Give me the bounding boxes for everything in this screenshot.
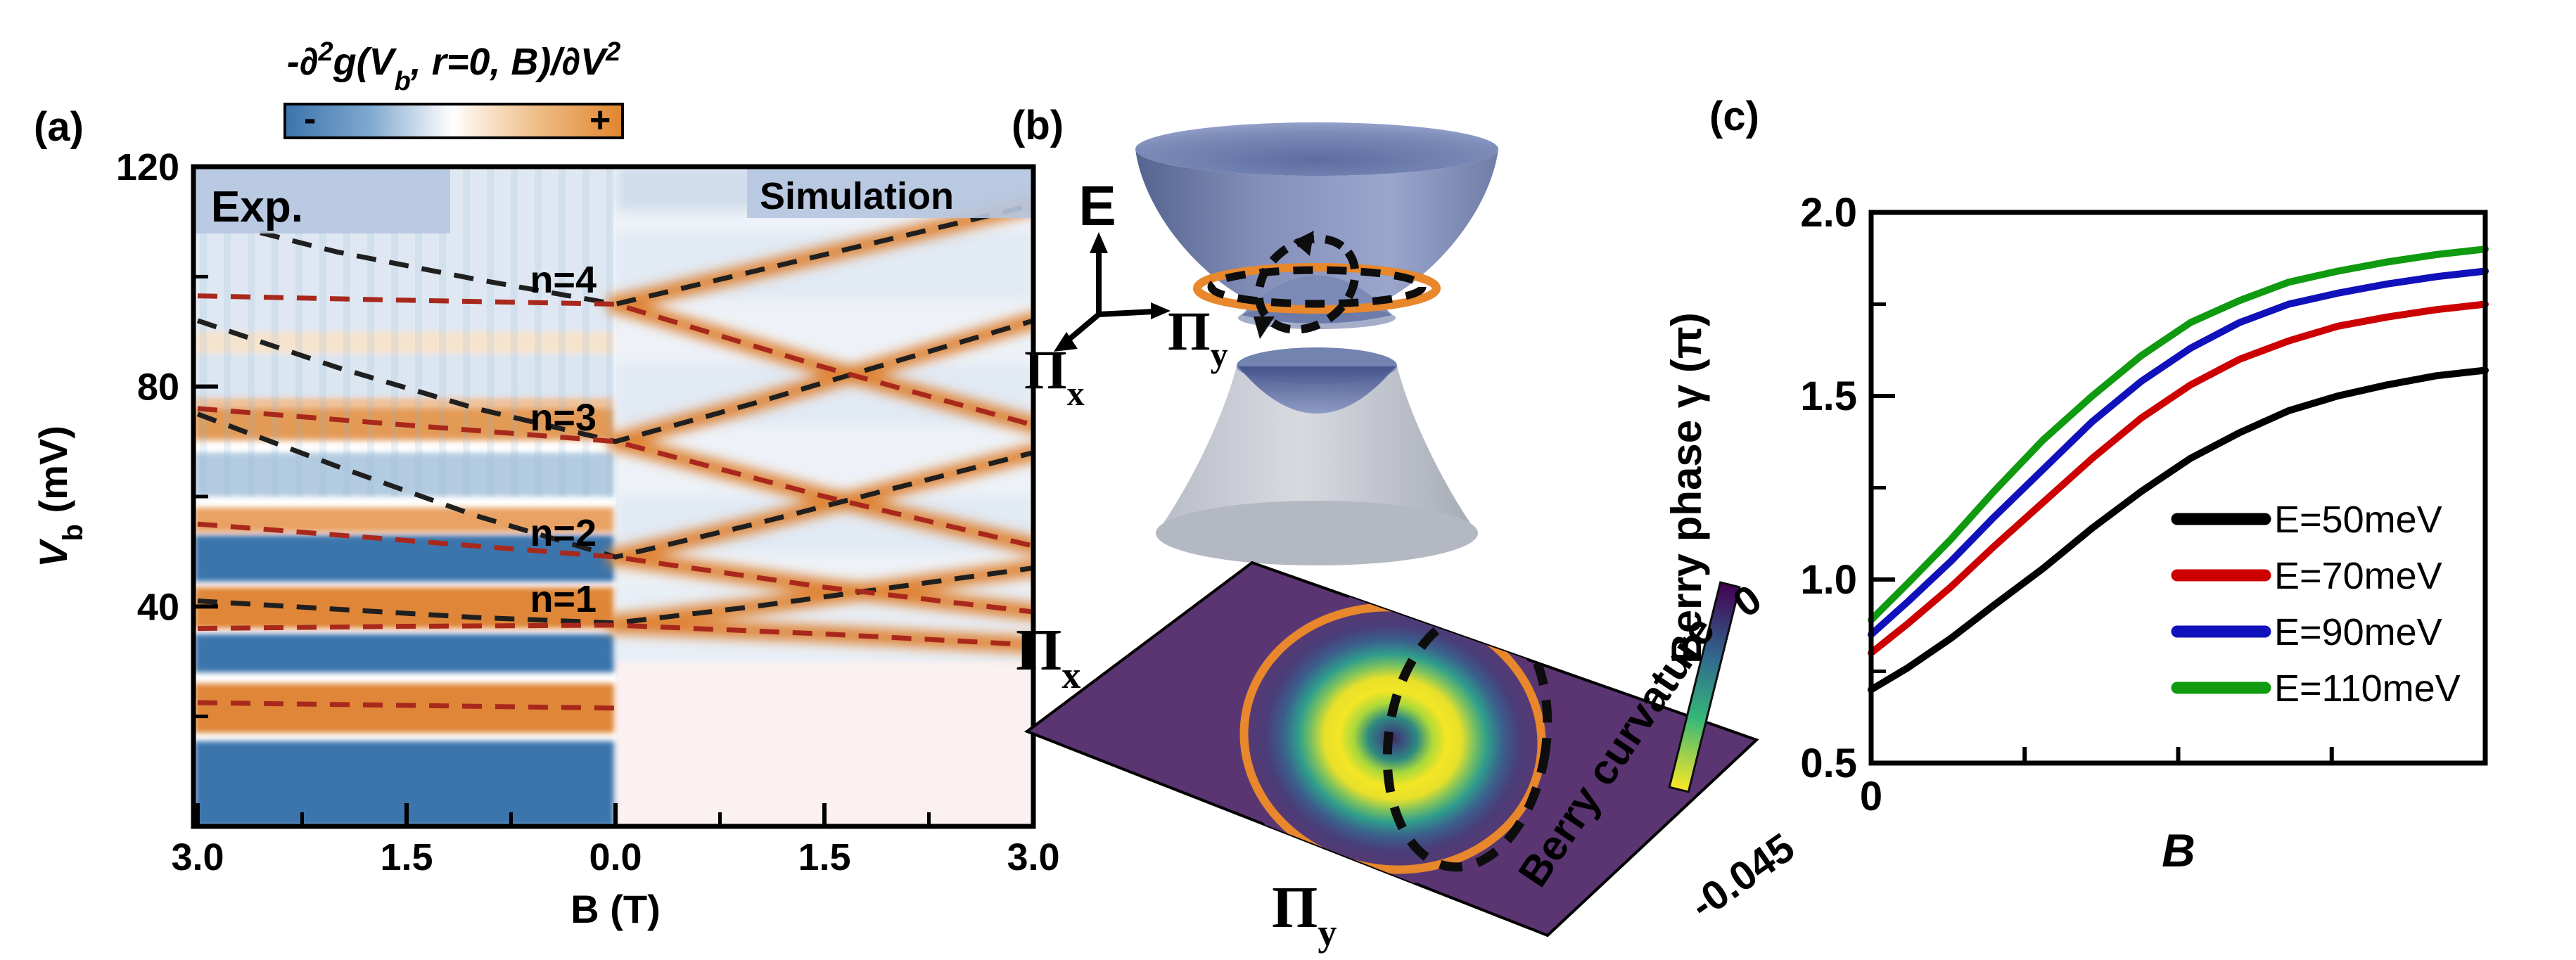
pi-y-axis-arrowhead	[1151, 302, 1171, 319]
landau-index-label: n=4	[530, 259, 597, 301]
berry-phase-curve	[1868, 300, 2489, 657]
panel-c-frame	[1868, 210, 2488, 766]
panel-c-xlabel: B	[2162, 824, 2195, 876]
valence-band-surface	[1156, 347, 1478, 565]
panel-a-xlabel: B (T)	[570, 887, 661, 931]
x-tick-label: 0.0	[589, 836, 642, 878]
trajectory-arrowhead-bottom	[1254, 316, 1275, 339]
y-tick-label: 120	[116, 146, 179, 188]
landau-level-dashed-lines	[196, 203, 1033, 711]
title-sup: 2	[605, 37, 620, 67]
panel-a-label: (a)	[34, 104, 84, 150]
exp-region-label: Exp.	[196, 169, 450, 233]
x-tick-label: 1.5	[380, 836, 433, 878]
pi-glyph: Π	[1024, 339, 1067, 400]
berry-phase-curve	[1868, 366, 2489, 693]
red-dashed-level-line	[197, 521, 1033, 615]
black-dashed-level-line	[196, 411, 1033, 560]
y-tick-label: 0.5	[1800, 741, 1857, 786]
pi-y-axis-label: Πy	[1168, 300, 1228, 374]
panel-c: (c) 2.0 1.5 1.0 0.50 E=50meV E=70meV E=90meV E=…	[1663, 94, 2489, 876]
legend-label: E=70meV	[2274, 555, 2442, 597]
heatmap-colorbar: - +	[283, 98, 624, 141]
title-part: , r=0, B)/∂V	[410, 41, 608, 83]
panel-a: (a) -∂2g(Vb, r=0, B)/∂V2 - + Exp. Simula…	[31, 37, 1060, 931]
x-tick-label: 3.0	[1007, 836, 1059, 878]
plane-pi-y-label: Πy	[1272, 875, 1337, 954]
red-dashed-level-line	[197, 406, 1033, 549]
x-tick-label: 1.5	[798, 836, 850, 878]
pi-x-axis-label: Πx	[1024, 339, 1085, 413]
pi-sub: y	[1318, 911, 1337, 954]
landau-index-label: n=1	[530, 578, 597, 620]
svg-text:Exp.: Exp.	[211, 183, 303, 231]
trajectory-arrowhead-top	[1293, 231, 1314, 256]
pi-sub: x	[1067, 373, 1085, 413]
x-tick-label: 0	[1860, 774, 1882, 819]
legend-label: E=110meV	[2274, 667, 2461, 710]
berry-phase-curve	[1868, 245, 2489, 624]
panel-a-axis-ticks: 120 80 40 3.0 1.5 0.0 1.5 3.0	[116, 146, 1060, 878]
y-tick-label: 1.0	[1800, 557, 1857, 603]
pi-glyph: Π	[1016, 617, 1061, 683]
landau-index-labels: n=1 n=2 n=3 n=4	[530, 259, 597, 620]
title-sup: 2	[317, 37, 333, 67]
conduction-band-surface	[1135, 122, 1498, 329]
sim-region-label: Simulation	[747, 169, 1031, 218]
pi-glyph: Π	[1168, 300, 1211, 361]
ylabel-part: V	[31, 538, 75, 568]
pi-sub: x	[1061, 654, 1080, 696]
title-sub: b	[395, 67, 411, 96]
fermi-ring	[1193, 263, 1441, 314]
e-axis-arrowhead	[1090, 232, 1108, 253]
colorbar-minus-label: -	[304, 98, 316, 139]
red-dashed-level-line	[197, 622, 1033, 648]
black-dashed-level-line	[260, 203, 1033, 307]
black-dashed-level-line	[196, 318, 1033, 444]
panel-c-ylabel: Berry phase γ (π)	[1663, 312, 1710, 663]
heatmap-colorbar-title: -∂2g(Vb, r=0, B)/∂V2	[287, 37, 620, 96]
y-tick-label: 2.0	[1800, 190, 1857, 236]
berry-phase-curve	[1868, 267, 2489, 639]
legend-label: E=50meV	[2274, 499, 2442, 541]
panel-b: (b) E Πy Πx	[1012, 103, 1803, 954]
panel-a-frame	[191, 164, 1036, 829]
energy-axis-label: E	[1078, 174, 1116, 237]
valence-dip	[1238, 366, 1396, 414]
red-dashed-level-line	[197, 700, 616, 711]
legend-label: E=90meV	[2274, 611, 2442, 653]
y-tick-label: 80	[137, 366, 179, 409]
landau-index-label: n=3	[530, 397, 597, 439]
colorbar-plus-label: +	[589, 100, 611, 141]
title-part: g(V	[333, 41, 397, 83]
panel-a-ylabel: Vb (mV)	[31, 425, 89, 568]
y-tick-label: 1.5	[1800, 373, 1857, 419]
panel-b-label: (b)	[1012, 103, 1064, 148]
pi-glyph: Π	[1272, 875, 1318, 940]
berry-phase-plot: 2.0 1.5 1.0 0.50 E=50meV E=70meV E=90meV E=110m…	[1800, 190, 2489, 819]
y-tick-label: 40	[137, 586, 179, 628]
ylabel-sub: b	[58, 524, 89, 541]
pi-x-axis-arrowhead	[1054, 332, 1078, 352]
title-part: -∂	[287, 41, 319, 83]
exp-band	[195, 634, 614, 673]
pi-sub: y	[1211, 335, 1228, 374]
plane-pi-x-label: Πx	[1016, 617, 1080, 696]
ylabel-part: (mV)	[31, 425, 75, 524]
svg-text:Simulation: Simulation	[760, 175, 954, 217]
red-dashed-level-line	[197, 293, 1033, 428]
heatmap-plot-area	[193, 167, 1033, 826]
black-dashed-level-line	[197, 565, 1033, 626]
x-tick-label: 3.0	[171, 836, 224, 878]
panel-c-label: (c)	[1709, 94, 1759, 139]
band-axes	[1066, 250, 1154, 343]
landau-index-label: n=2	[530, 512, 597, 554]
exp-band	[195, 683, 614, 734]
berry-curvature-plane	[1024, 561, 1759, 937]
